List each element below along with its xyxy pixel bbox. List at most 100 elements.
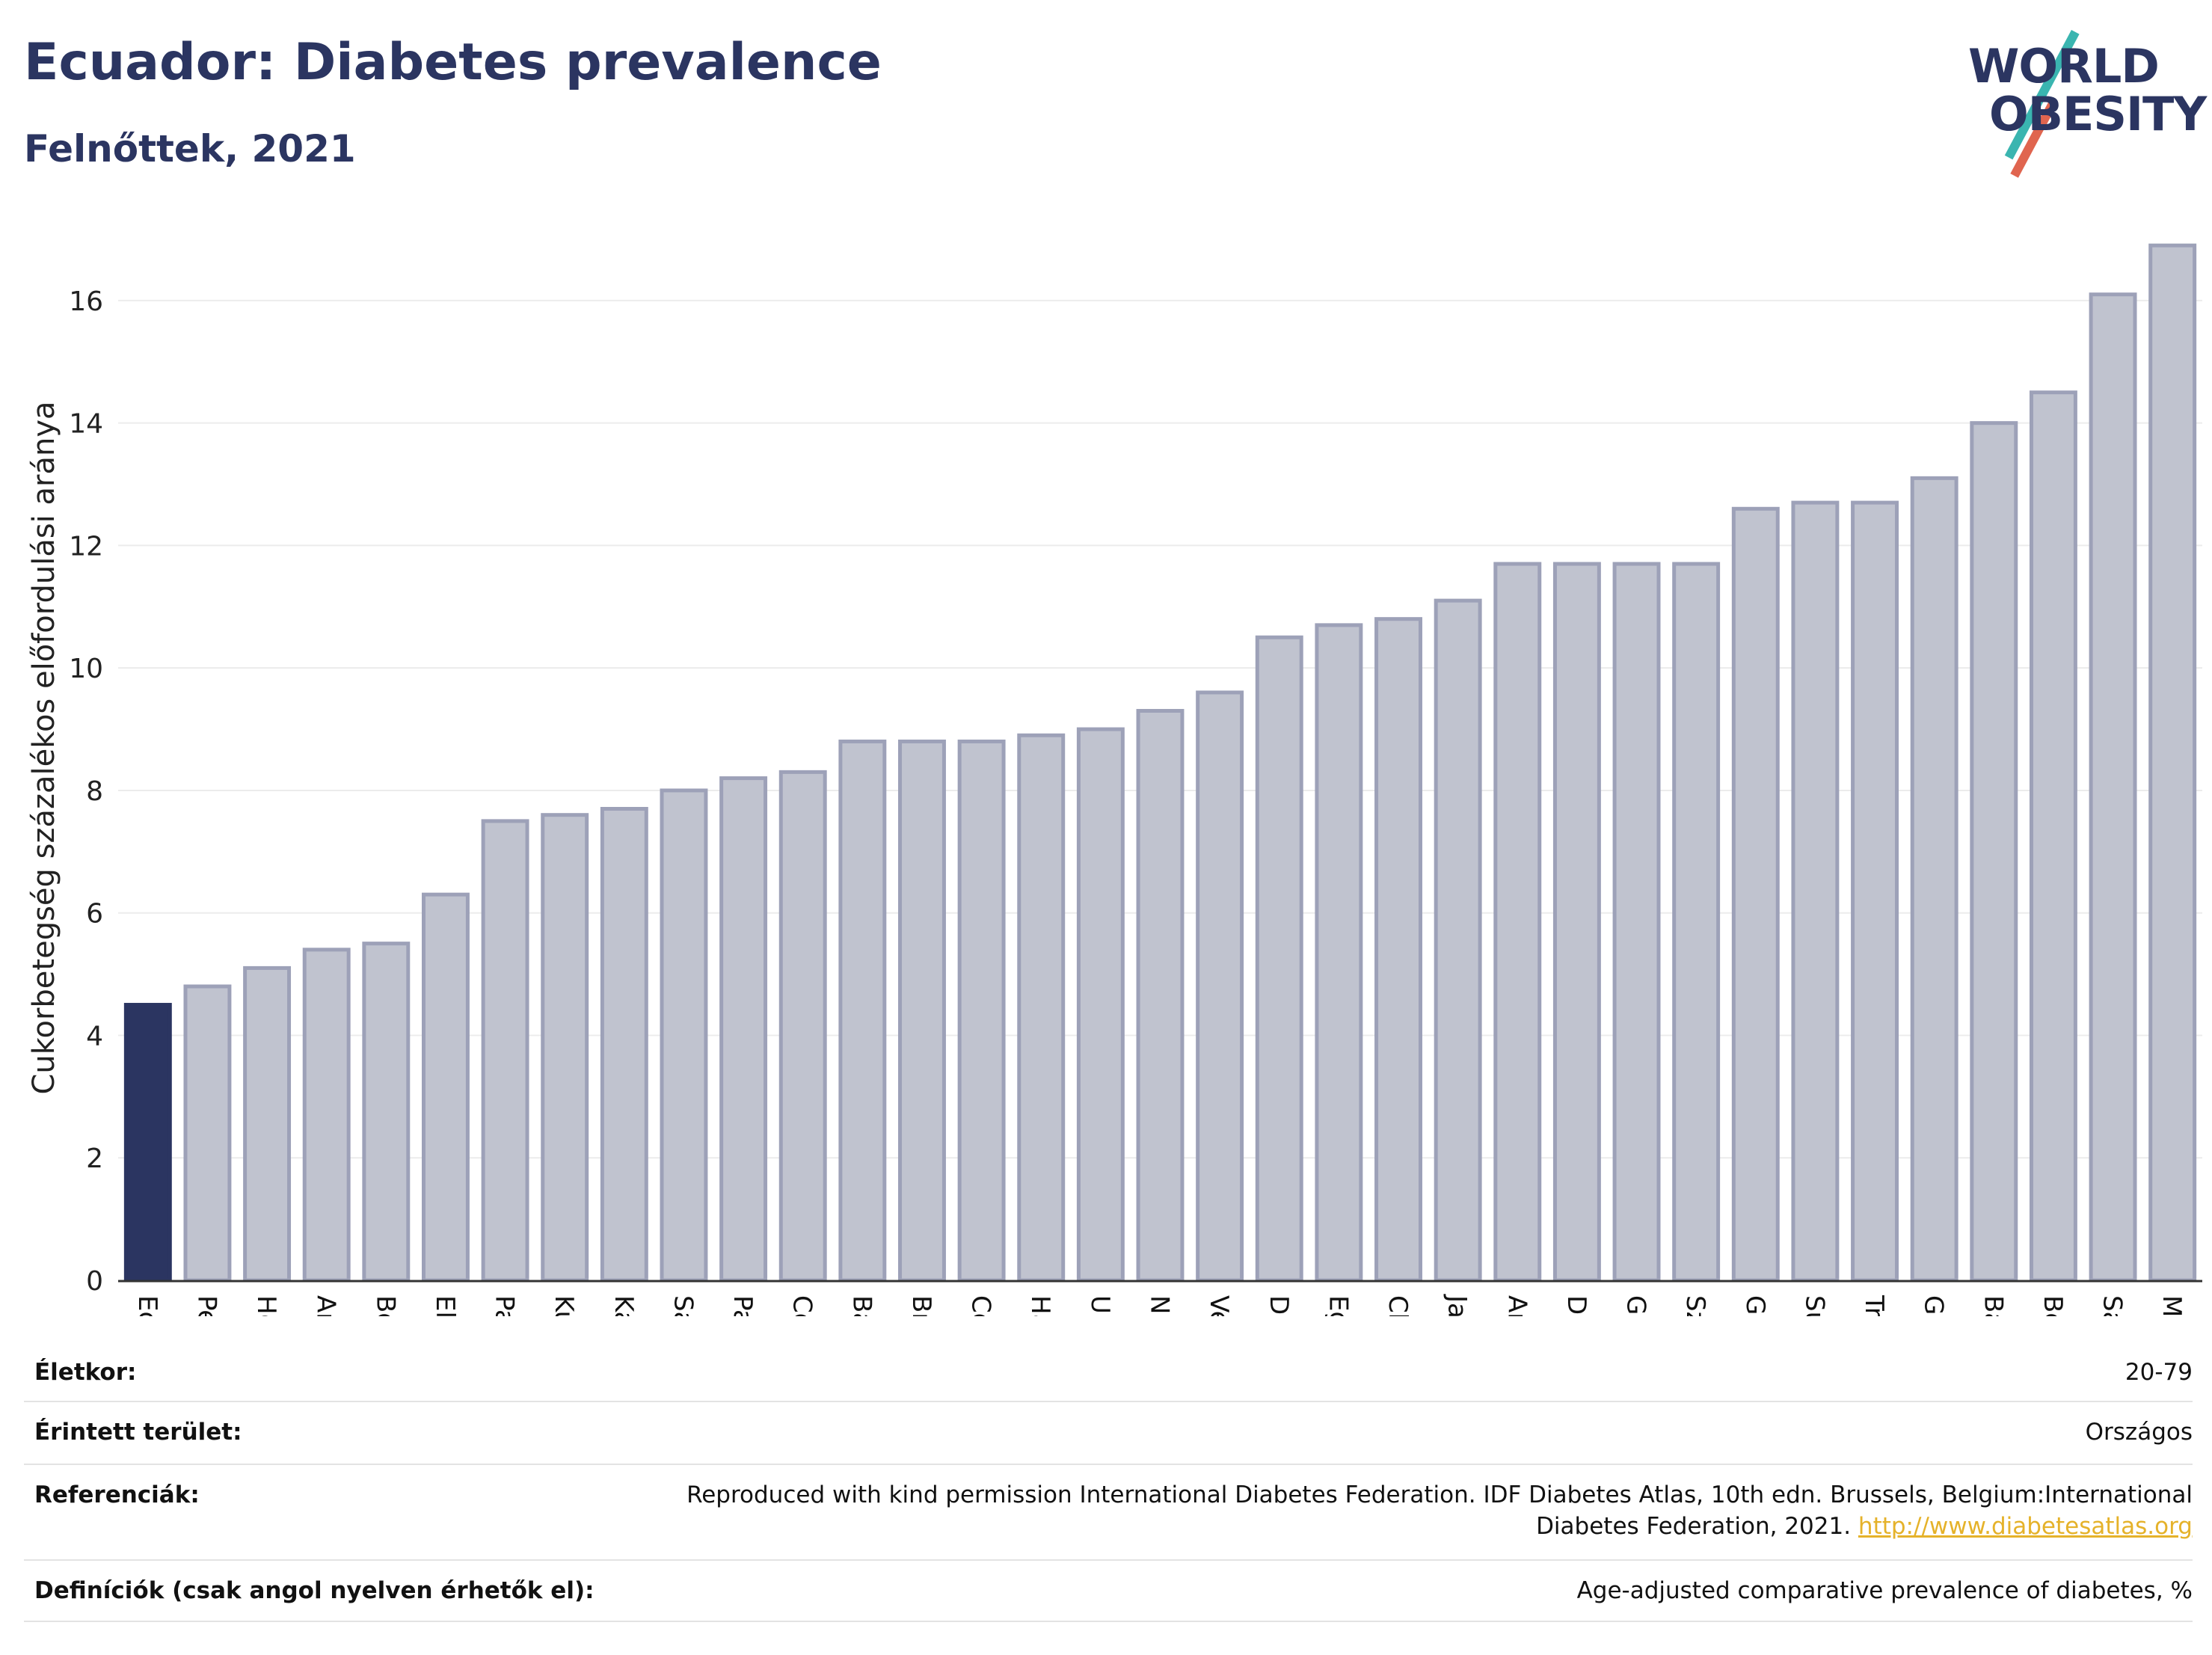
bar-colombia [778,770,827,1283]
y-tick-labels: 0 2 4 6 8 10 12 14 16 [69,286,103,1297]
footer-row-area: Érintett terület: Országos [24,1402,2193,1465]
x-tick-label: Guatemala [1919,1295,1949,1316]
references-citation: Diabetes Federation, 2021. [1536,1513,1852,1540]
bar-guyana [1612,562,1661,1283]
x-tick-label: Costa Rica [966,1295,996,1316]
logo-word-obesity: OBESITY [1989,87,2207,141]
x-tick-label: Trinidad és Tobago [1859,1295,1889,1316]
bar-saint-vincent-s-a-grenadines [660,788,708,1283]
logo-word-world: WORLD [1968,39,2160,93]
x-tick-label: Bolívia [370,1295,400,1316]
bar-barbados [1970,421,2018,1283]
diabetes-atlas-link[interactable]: http://www.diabetesatlas.org [1858,1513,2193,1540]
bar-chart: 0 2 4 6 8 10 12 14 16 Ecuador Peru Honduras Argentí… [27,243,2202,1316]
bar-bol-via [362,942,411,1283]
bar-panama [719,776,768,1283]
bar-el-salvador [421,892,470,1283]
bar-szent-lucia [1672,562,1721,1283]
y-tick-label: 16 [69,286,103,317]
x-tick-label: Dominikai Köztársaság [1264,1295,1294,1316]
y-tick-label: 2 [86,1143,103,1174]
y-tick-label: 8 [86,776,103,807]
bar-paraguay [481,819,529,1283]
y-tick-label: 14 [69,409,103,440]
bar-trinidad-s-tobago [1851,500,1899,1283]
y-tick-label: 4 [86,1021,103,1051]
bar-kuba [541,813,589,1283]
bar-uruguay [1076,727,1125,1283]
y-tick-label: 6 [86,899,103,930]
bar-kanada [600,807,648,1283]
bar-peru [183,984,232,1283]
x-tick-label: Saint Vincent és a Grenadines [668,1295,698,1316]
x-tick-label: Panama [728,1295,758,1316]
chart-title: Ecuador: Diabetes prevalence [24,33,882,92]
x-tick-label: Peru [191,1295,221,1316]
age-label: Életkor: [34,1359,137,1386]
references-label: Referenciák: [34,1481,200,1508]
bars [123,243,2197,1283]
area-value: Országos [2085,1419,2193,1446]
y-tick-label: 12 [69,531,103,562]
bar-egyes-lt-llamok [1315,623,1363,1283]
x-tick-label: Antigua és Barbuda [1502,1295,1531,1316]
bar-dominikai-k-z-ss-g [1552,562,1601,1283]
bar-dominikai-k-zt-rsas-g [1255,635,1303,1283]
footer-row-definitions: Definíciók (csak angol nyelven érhetők e… [24,1561,2193,1622]
x-tick-label: Mexikó [2157,1295,2187,1316]
bar-saint-kitts-s-nevis [2089,292,2137,1283]
bar-bahama-szigetek [838,739,887,1283]
bar-chile [1374,617,1422,1283]
world-obesity-logo: WORLD OBESITY [1959,30,2207,178]
footer-row-age: Életkor: 20-79 [24,1342,2193,1402]
footer-row-references: Referenciák: Reproduced with kind permis… [24,1465,2193,1561]
bar-argent-na [302,948,351,1283]
definitions-label: Definíciók (csak angol nyelven érhetők e… [34,1577,595,1604]
bar-mexik- [2148,243,2197,1283]
x-tick-label: Barbados [1978,1295,2008,1316]
x-tick-label: El Salvador [430,1295,460,1316]
x-tick-label: Argentína [311,1295,341,1316]
x-tick-label: Dominikai Közösség [1561,1295,1591,1316]
x-tick-label: Colombia [787,1295,817,1316]
x-tick-label: Haiti [1025,1295,1055,1316]
y-tick-label: 0 [86,1266,103,1297]
x-tick-label: Kanada [609,1295,639,1316]
x-tick-label: Suriname [1799,1295,1829,1316]
references-line-2: Diabetes Federation, 2021. http://www.di… [1536,1513,2193,1540]
x-tick-label: Ecuador [132,1295,162,1316]
bar-grenada [1731,506,1780,1283]
x-tick-label: Kuba [549,1295,579,1316]
x-tick-label: Uruguay [1085,1295,1115,1316]
x-tick-label: Paraguay [490,1295,520,1316]
area-label: Érintett terület: [34,1419,242,1446]
x-tick-label: Egyesült Államok [1323,1295,1354,1316]
x-tick-label: Venezuela [1204,1295,1234,1316]
x-tick-label: Bahama-szigetek [847,1295,876,1316]
bar-antigua-s-barbuda [1493,562,1542,1283]
bar-suriname [1791,500,1840,1283]
bar-nicaragua [1136,708,1185,1283]
x-tick-label: Belize [2038,1295,2068,1316]
references-line-1: Reproduced with kind permission Internat… [686,1481,2193,1508]
x-tick-label: Nicaragua [1145,1295,1175,1316]
y-tick-label: 10 [69,654,103,684]
bar-haiti [1017,733,1066,1283]
x-tick-label: Szent Lucia [1680,1295,1710,1316]
x-tick-label: Saint Kitts és Nevis [2098,1295,2127,1316]
definitions-value: Age-adjusted comparative prevalence of d… [1576,1577,2193,1604]
bar-jamaica [1434,598,1482,1283]
x-tick-label: Brazília [906,1295,936,1316]
x-tick-label: Grenada [1740,1295,1770,1316]
bar-belize [2029,390,2077,1283]
bar-ecuador [123,1003,172,1283]
y-axis-label: Cukorbetegség százalékos előfordulási ar… [27,401,61,1094]
x-tick-label: Jamaica [1443,1294,1472,1316]
bar-braz-lia [898,739,946,1283]
x-tick-label: Guyana [1621,1295,1651,1316]
x-tick-label: Chile [1383,1295,1413,1316]
chart-subtitle: Felnőttek, 2021 [24,127,356,171]
age-value: 20-79 [2125,1359,2193,1386]
x-tick-labels: Ecuador Peru Honduras Argentína Bolívia El Sa… [132,1294,2187,1316]
bar-honduras [243,965,292,1283]
